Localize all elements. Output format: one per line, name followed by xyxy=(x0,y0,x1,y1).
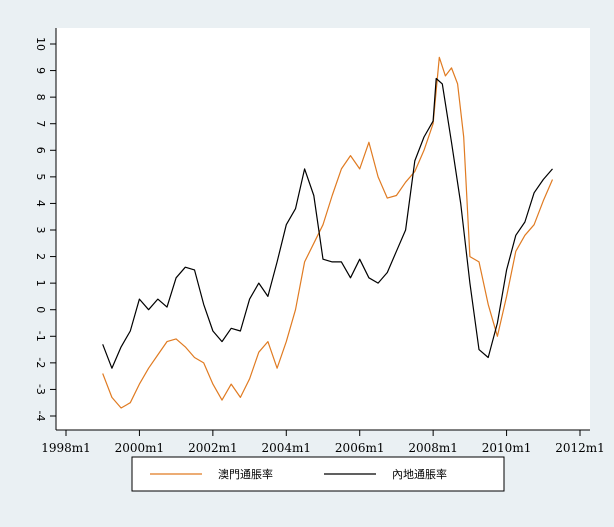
y-tick-label: -3 xyxy=(34,384,47,395)
y-tick-label: 2 xyxy=(34,253,47,260)
series-layer xyxy=(102,56,554,409)
y-tick-label: -1 xyxy=(34,331,47,342)
y-tick-label: 6 xyxy=(34,147,47,154)
x-tick-label: 1998m1 xyxy=(41,441,91,455)
x-axis: 1998m1 2000m1 2002m1 2004m1 2006m1 2008m1 2010… xyxy=(41,429,605,455)
x-tick-label: 2010m1 xyxy=(482,441,532,455)
y-tick-label: 5 xyxy=(34,173,47,180)
y-tick-label: 9 xyxy=(34,67,47,74)
y-tick-label: 10 xyxy=(34,37,47,51)
y-tick-label: 8 xyxy=(34,94,47,101)
legend-label-1: 內地通脹率 xyxy=(392,467,447,481)
plot-area xyxy=(56,28,590,430)
x-tick-label: 2008m1 xyxy=(408,441,458,455)
legend: 澳門通脹率 內地通脹率 xyxy=(131,456,505,492)
series-line-0 xyxy=(102,56,554,409)
y-tick-label: 1 xyxy=(34,280,47,287)
x-tick-label: 2000m1 xyxy=(115,441,165,455)
y-tick-label: -4 xyxy=(34,411,47,422)
y-tick-label: 7 xyxy=(34,120,47,127)
x-tick-label: 2006m1 xyxy=(335,441,385,455)
x-tick-label: 2012m1 xyxy=(555,441,605,455)
y-tick-label: 4 xyxy=(34,200,47,207)
legend-label-0: 澳門通脹率 xyxy=(218,467,273,481)
x-tick-label: 2004m1 xyxy=(262,441,312,455)
y-tick-label: 0 xyxy=(34,306,47,313)
y-tick-label: -2 xyxy=(34,357,47,368)
x-tick-label: 2002m1 xyxy=(188,441,238,455)
series-line-1 xyxy=(102,77,553,369)
y-tick-label: 3 xyxy=(34,227,47,234)
